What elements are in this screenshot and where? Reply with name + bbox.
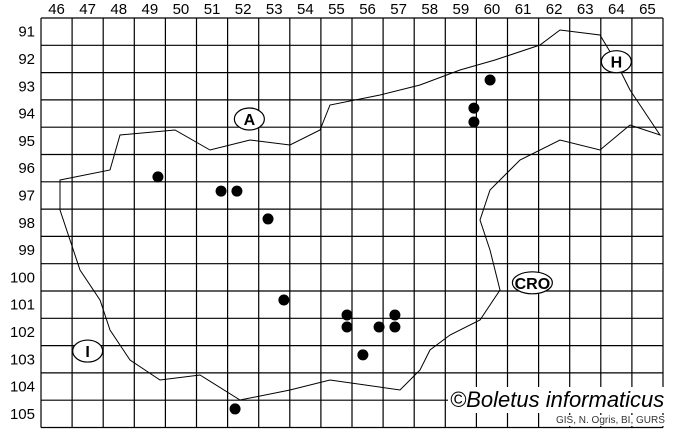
row-label: 91	[18, 24, 35, 41]
column-label: 48	[110, 1, 127, 18]
region-label-A: A	[244, 112, 256, 129]
row-label: 94	[18, 106, 35, 123]
column-label: 65	[639, 1, 656, 18]
column-label: 52	[235, 1, 252, 18]
watermark: ©Boletus informaticus	[448, 387, 667, 413]
record-dot	[231, 185, 243, 197]
row-label: 98	[18, 215, 35, 232]
column-label: 63	[577, 1, 594, 18]
credit: GIS, N. Ogris, BI, GURS	[554, 415, 667, 426]
row-label: 103	[10, 351, 35, 368]
record-dot	[389, 321, 401, 333]
column-label: 60	[484, 1, 501, 18]
row-label: 104	[10, 379, 35, 396]
column-label: 49	[142, 1, 159, 18]
row-label: 100	[10, 269, 35, 286]
record-dot	[341, 309, 353, 321]
row-label: 95	[18, 133, 35, 150]
record-dot	[468, 116, 480, 128]
region-label-I: I	[85, 344, 89, 361]
record-dot	[262, 213, 274, 225]
region-label-oval	[72, 339, 104, 363]
row-label: 102	[10, 324, 35, 341]
record-dot	[468, 102, 480, 114]
column-label: 53	[266, 1, 283, 18]
column-label: 61	[515, 1, 532, 18]
column-label: 59	[453, 1, 470, 18]
column-label: 47	[79, 1, 96, 18]
column-label: 62	[546, 1, 563, 18]
region-label-oval	[233, 107, 265, 131]
column-label: 56	[359, 1, 376, 18]
column-label: 50	[173, 1, 190, 18]
row-label: 105	[10, 406, 35, 423]
row-label: 101	[10, 297, 35, 314]
country-outline	[59, 29, 662, 401]
column-label: 55	[328, 1, 345, 18]
region-label-oval	[511, 271, 553, 295]
column-label: 46	[48, 1, 65, 18]
region-label-H: H	[611, 55, 623, 72]
record-dot	[341, 321, 353, 333]
record-dot	[373, 321, 385, 333]
column-label: 54	[297, 1, 314, 18]
record-dot	[229, 403, 241, 415]
row-label: 97	[18, 187, 35, 204]
record-dot	[278, 294, 290, 306]
region-label-CRO: CRO	[515, 276, 551, 293]
column-label: 51	[204, 1, 221, 18]
column-label: 58	[421, 1, 438, 18]
record-dot	[357, 349, 369, 361]
row-label: 93	[18, 78, 35, 95]
region-label-oval	[600, 50, 632, 74]
row-label: 92	[18, 51, 35, 68]
row-label: 96	[18, 160, 35, 177]
column-label: 64	[608, 1, 625, 18]
record-dot	[484, 74, 496, 86]
row-label: 99	[18, 242, 35, 259]
column-label: 57	[390, 1, 407, 18]
record-dot	[152, 171, 164, 183]
record-dot	[389, 309, 401, 321]
record-dot	[215, 185, 227, 197]
